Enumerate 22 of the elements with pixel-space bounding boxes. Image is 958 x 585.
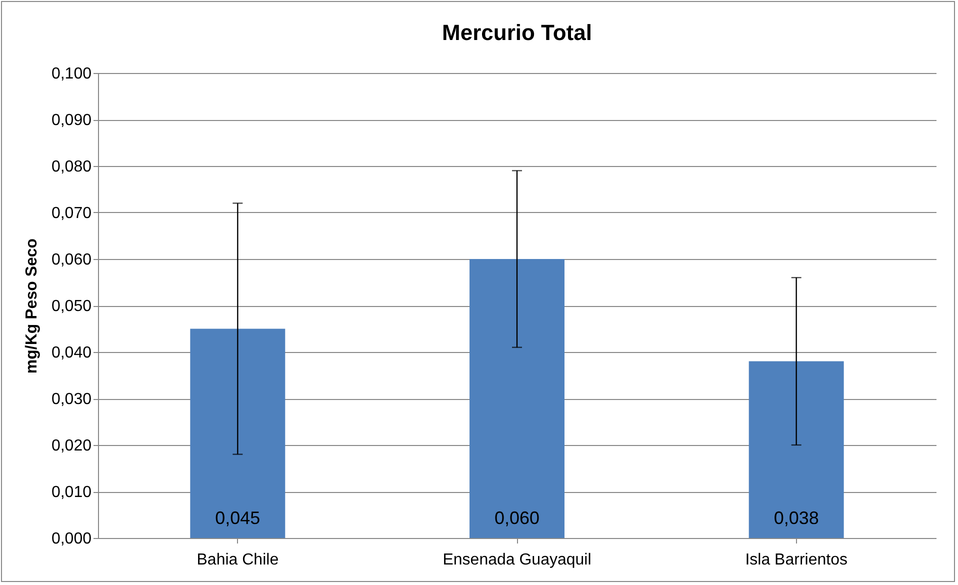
y-tick-label: 0,020 — [51, 438, 92, 454]
y-tick-label: 0,090 — [51, 112, 92, 129]
y-tick-label: 0,060 — [51, 252, 92, 268]
bar — [748, 361, 844, 538]
y-tick-label: 0,000 — [51, 530, 92, 548]
chart-title: Mercurio Total — [442, 20, 592, 45]
y-tick-label: 0,080 — [51, 158, 92, 176]
y-tick-label: 0,040 — [51, 344, 92, 362]
bar — [470, 259, 564, 538]
data-label: 0,045 — [215, 508, 260, 528]
bar — [190, 328, 286, 538]
x-tick-label: Ensenada Guayaquil — [442, 552, 592, 568]
y-tick-label: 0,050 — [51, 298, 92, 315]
x-tick-label: Bahia Chile — [196, 552, 279, 568]
x-tick-label: Isla Barrientos — [745, 552, 848, 568]
y-tick-label: 0,030 — [51, 391, 92, 408]
y-tick-label: 0,070 — [51, 205, 92, 222]
y-tick-label: 0,010 — [51, 484, 92, 501]
y-axis-title: mg/Kg Peso Seco — [23, 238, 40, 374]
data-label: 0,038 — [774, 508, 819, 528]
data-label: 0,060 — [494, 508, 540, 528]
y-tick-label: 0,100 — [51, 66, 92, 82]
